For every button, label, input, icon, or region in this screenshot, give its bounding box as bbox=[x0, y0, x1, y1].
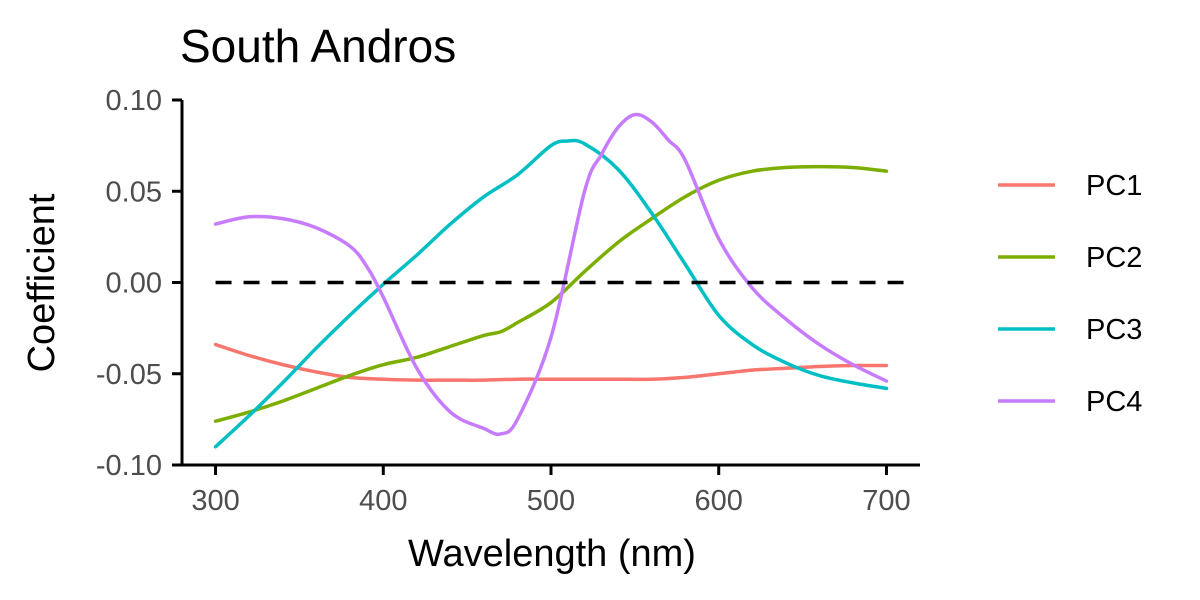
legend-item-pc3: PC3 bbox=[998, 314, 1142, 346]
legend-item-pc2: PC2 bbox=[998, 242, 1142, 274]
plot-area bbox=[213, 112, 910, 449]
y-axis-title: Coefficient bbox=[21, 193, 63, 372]
x-axis-ticks: 300 400 500 600 700 bbox=[191, 465, 911, 517]
series-layer bbox=[213, 112, 889, 449]
series-line-pc2 bbox=[213, 164, 889, 423]
legend-label: PC4 bbox=[1086, 386, 1142, 418]
legend-label: PC2 bbox=[1086, 242, 1142, 274]
series-line-pc1 bbox=[213, 342, 889, 382]
legend: PC1 PC2 PC3 PC4 bbox=[998, 170, 1142, 418]
y-tick-label: 0.00 bbox=[106, 268, 162, 300]
series-line-pc4 bbox=[213, 112, 889, 437]
y-tick-label: -0.10 bbox=[96, 450, 162, 482]
series-line-pc3 bbox=[213, 138, 889, 449]
x-tick-label: 400 bbox=[359, 485, 407, 517]
legend-item-pc4: PC4 bbox=[998, 386, 1142, 418]
y-tick-label: 0.05 bbox=[106, 176, 162, 208]
legend-item-pc1: PC1 bbox=[998, 170, 1142, 202]
y-axis-ticks: 0.10 0.05 0.00 -0.05 -0.10 bbox=[96, 85, 182, 482]
x-tick-label: 600 bbox=[695, 485, 743, 517]
y-tick-label: -0.05 bbox=[96, 359, 162, 391]
x-tick-label: 500 bbox=[527, 485, 575, 517]
x-tick-label: 700 bbox=[862, 485, 910, 517]
y-tick-label: 0.10 bbox=[106, 85, 162, 117]
legend-label: PC1 bbox=[1086, 170, 1142, 202]
x-axis-title: Wavelength (nm) bbox=[408, 533, 696, 575]
x-tick-label: 300 bbox=[191, 485, 239, 517]
chart-title: South Andros bbox=[180, 20, 456, 72]
legend-label: PC3 bbox=[1086, 314, 1142, 346]
